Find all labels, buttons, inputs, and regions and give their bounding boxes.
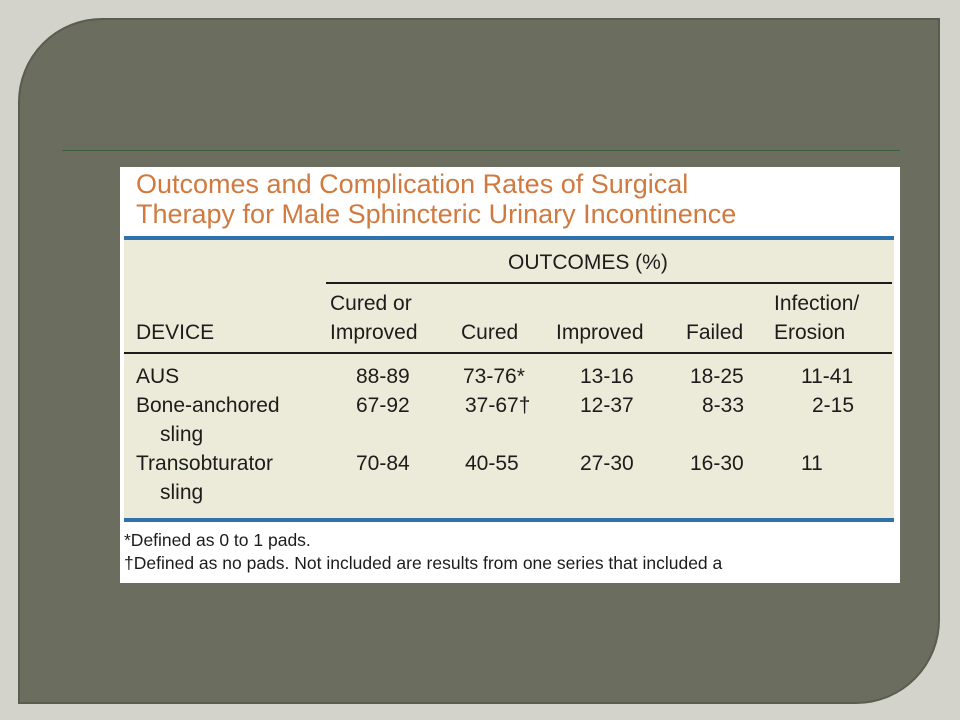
- outcomes-group-header: OUTCOMES (%): [508, 251, 668, 274]
- row-1-improved: 13-16: [580, 365, 634, 388]
- footnote-2: †Defined as no pads. Not included are re…: [124, 553, 723, 573]
- row-1-failed: 18-25: [690, 365, 744, 388]
- group-header-rule: [326, 282, 892, 284]
- row-1-cured-or-improved: 88-89: [356, 365, 410, 388]
- row-2-cured: 37-67†: [465, 394, 531, 417]
- header-infection-1: Infection/: [774, 292, 860, 315]
- row-1-infection-erosion: 11-41: [801, 365, 854, 388]
- row-2-failed: 8-33: [702, 394, 745, 417]
- row-3-device: Transobturator: [136, 452, 273, 475]
- table-image: Outcomes and Complication Rates of Surgi…: [120, 167, 900, 583]
- row-1-device: AUS: [136, 365, 180, 388]
- row-3-improved: 27-30: [580, 452, 634, 475]
- row-2-infection-erosion: 2-15: [812, 394, 855, 417]
- row-2-device-cont: sling: [160, 423, 204, 446]
- table-footnotes: *Defined as 0 to 1 pads. †Defined as no …: [124, 529, 722, 575]
- row-2-improved: 12-37: [580, 394, 634, 417]
- table-title-line-2: Therapy for Male Sphincteric Urinary Inc…: [136, 199, 737, 229]
- header-failed: Failed: [686, 321, 744, 344]
- header-cured-or-improved-1: Cured or: [330, 292, 412, 315]
- row-3-infection-erosion: 11: [801, 452, 823, 475]
- header-cured-or-improved-2: Improved: [330, 321, 418, 344]
- header-improved: Improved: [556, 321, 644, 344]
- outcomes-table: OUTCOMES (%) Cured or Improved DEVICE Cu…: [124, 236, 894, 522]
- table-title-line-1: Outcomes and Complication Rates of Surgi…: [136, 169, 689, 199]
- footnote-1: *Defined as 0 to 1 pads.: [124, 530, 311, 550]
- table-title: Outcomes and Complication Rates of Surgi…: [136, 169, 896, 229]
- header-cured: Cured: [461, 321, 519, 344]
- title-divider: [62, 150, 900, 151]
- row-3-device-cont: sling: [160, 481, 204, 504]
- row-3-failed: 16-30: [690, 452, 744, 475]
- header-rule: [124, 352, 892, 354]
- row-3-cured-or-improved: 70-84: [356, 452, 410, 475]
- row-2-cured-or-improved: 67-92: [356, 394, 410, 417]
- row-3-cured: 40-55: [465, 452, 519, 475]
- row-1-cured: 73-76*: [463, 365, 525, 388]
- header-device: DEVICE: [136, 321, 215, 344]
- header-infection-2: Erosion: [774, 321, 846, 344]
- row-2-device: Bone-anchored: [136, 394, 280, 417]
